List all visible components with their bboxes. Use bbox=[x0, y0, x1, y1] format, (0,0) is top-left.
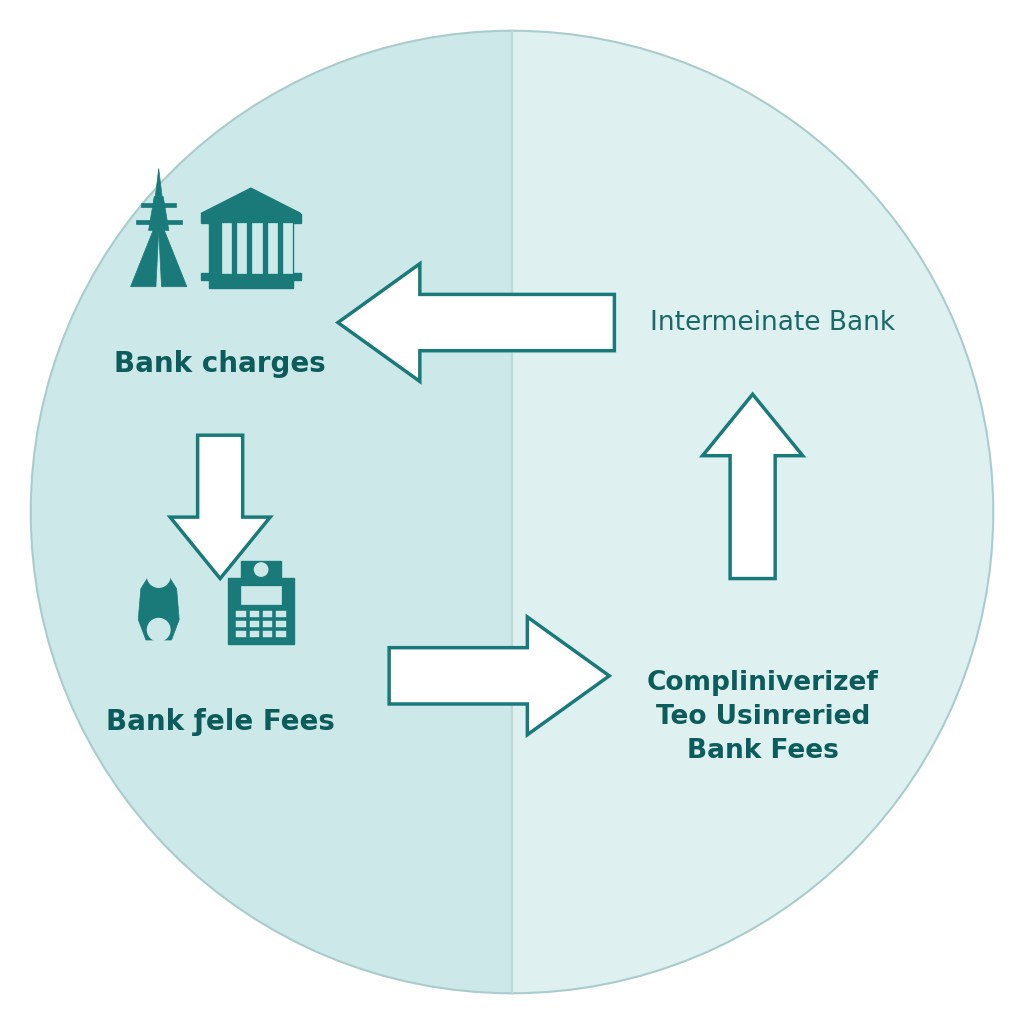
Polygon shape bbox=[242, 586, 281, 604]
Wedge shape bbox=[31, 31, 512, 993]
Polygon shape bbox=[141, 203, 176, 207]
Text: Bank charges: Bank charges bbox=[115, 349, 326, 378]
Polygon shape bbox=[209, 281, 293, 288]
Polygon shape bbox=[237, 622, 246, 627]
Polygon shape bbox=[252, 223, 262, 272]
Circle shape bbox=[147, 565, 170, 588]
Polygon shape bbox=[389, 616, 609, 735]
Polygon shape bbox=[276, 611, 286, 616]
Text: Intermeinate Bank: Intermeinate Bank bbox=[650, 309, 895, 336]
Polygon shape bbox=[250, 632, 259, 637]
Polygon shape bbox=[237, 611, 246, 616]
Polygon shape bbox=[201, 214, 301, 223]
Polygon shape bbox=[702, 394, 803, 579]
Polygon shape bbox=[156, 168, 162, 197]
Polygon shape bbox=[276, 622, 286, 627]
Polygon shape bbox=[263, 632, 272, 637]
Polygon shape bbox=[159, 230, 186, 287]
Text: Bank ƒele Fees: Bank ƒele Fees bbox=[105, 708, 335, 736]
Polygon shape bbox=[136, 220, 181, 224]
Polygon shape bbox=[201, 272, 301, 281]
Polygon shape bbox=[170, 435, 270, 579]
Polygon shape bbox=[242, 561, 281, 578]
Polygon shape bbox=[221, 223, 231, 272]
Text: Compliniverizef
Teo Usinreried
Bank Fees: Compliniverizef Teo Usinreried Bank Fees bbox=[647, 670, 879, 764]
Circle shape bbox=[254, 563, 268, 577]
Circle shape bbox=[147, 618, 170, 641]
Polygon shape bbox=[138, 568, 179, 640]
Polygon shape bbox=[338, 263, 614, 381]
Polygon shape bbox=[201, 188, 301, 214]
Polygon shape bbox=[237, 632, 246, 637]
Polygon shape bbox=[209, 223, 293, 272]
Polygon shape bbox=[237, 223, 246, 272]
Polygon shape bbox=[131, 230, 159, 287]
Polygon shape bbox=[268, 223, 276, 272]
Polygon shape bbox=[227, 578, 295, 644]
Polygon shape bbox=[148, 197, 169, 230]
Polygon shape bbox=[250, 622, 259, 627]
Polygon shape bbox=[250, 611, 259, 616]
Polygon shape bbox=[263, 622, 272, 627]
Polygon shape bbox=[276, 632, 286, 637]
Wedge shape bbox=[512, 31, 993, 993]
Polygon shape bbox=[263, 611, 272, 616]
Polygon shape bbox=[283, 223, 293, 272]
